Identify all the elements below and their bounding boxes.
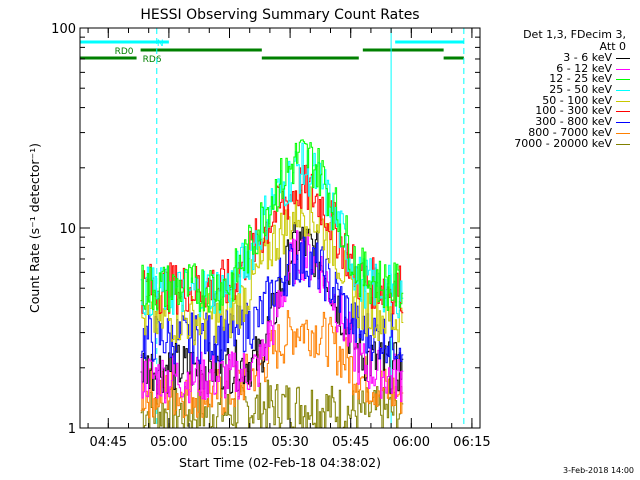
legend-entry: 6 - 12 keV <box>474 61 634 75</box>
x-tick-label: 06:00 <box>393 435 430 450</box>
legend-label: 50 - 100 keV <box>542 93 612 107</box>
legend-swatch <box>616 111 630 113</box>
series-line-800-7000-kev <box>140 310 404 419</box>
y-tick-label: 100 <box>51 22 76 37</box>
chart-title: HESSI Observing Summary Count Rates <box>140 7 419 23</box>
x-tick-label: 06:15 <box>453 435 490 450</box>
legend-label: 12 - 25 keV <box>549 72 612 86</box>
y-axis-label: Count Rate (s⁻¹ detector⁻¹) <box>27 143 42 313</box>
legend-label: 800 - 7000 keV <box>528 125 612 139</box>
legend-swatch <box>616 68 630 70</box>
flag-bars: N RD0 RD6 <box>80 39 464 65</box>
legend-label: 25 - 50 keV <box>549 83 612 97</box>
legend-entry: 300 - 800 keV <box>474 115 634 129</box>
legend-swatch <box>616 58 630 59</box>
series-line-100-300-kev <box>140 164 404 315</box>
x-axis: 04:45 05:00 05:15 05:30 05:45 06:00 06:15 <box>87 28 491 450</box>
legend-entry: 12 - 25 keV <box>474 72 634 86</box>
series-group <box>140 139 404 429</box>
x-tick-label: 05:30 <box>271 435 308 450</box>
legend-swatch <box>616 122 630 124</box>
legend-label: 6 - 12 keV <box>556 61 612 75</box>
x-tick-label: 05:45 <box>332 435 369 450</box>
legend-swatch <box>616 79 630 81</box>
legend-entry: 25 - 50 keV <box>474 83 634 97</box>
legend-label: 3 - 6 keV <box>563 51 612 64</box>
legend-entry: 50 - 100 keV <box>474 93 634 107</box>
legend-entry: 100 - 300 keV <box>474 104 634 118</box>
legend-entry: 3 - 6 keV <box>474 51 634 64</box>
x-tick-label: 05:00 <box>150 435 187 450</box>
flag-label: N <box>157 39 164 49</box>
legend-swatch <box>616 90 630 92</box>
legend-header-line1: Det 1,3, FDecim 3, <box>523 28 626 41</box>
series-line-12-25-kev <box>140 139 404 313</box>
x-tick-label: 04:45 <box>90 435 127 450</box>
series-line-300-800-kev <box>140 236 404 365</box>
series-line-3-6-kev <box>140 222 404 395</box>
generation-timestamp: 3-Feb-2018 14:00 <box>563 466 634 475</box>
plot-frame <box>79 27 481 429</box>
x-axis-label: Start Time (02-Feb-18 04:38:02) <box>179 455 381 470</box>
legend-label: 300 - 800 keV <box>535 115 612 129</box>
legend-swatch <box>616 143 630 145</box>
x-tick-label: 05:15 <box>211 435 248 450</box>
legend-label: 100 - 300 keV <box>535 104 612 118</box>
series-line-25-50-kev <box>140 142 404 319</box>
legend-header-line2: Att 0 <box>599 40 626 53</box>
legend-swatch <box>616 100 630 102</box>
flag-label: RD6 <box>143 55 162 65</box>
series-line-6-12-kev <box>140 230 404 404</box>
flag-label: RD0 <box>115 47 134 57</box>
series-line-50-100-kev <box>140 186 404 346</box>
y-tick-label: 1 <box>68 422 76 437</box>
legend-entry: 800 - 7000 keV <box>474 125 634 139</box>
attenuator-lines <box>79 28 465 428</box>
legend: Det 1,3, FDecim 3, Att 0 3 - 6 keV 6 - 12… <box>474 29 634 149</box>
y-tick-label: 10 <box>59 222 76 237</box>
legend-entry: 7000 - 20000 keV <box>474 136 634 150</box>
legend-label: 7000 - 20000 keV <box>514 136 612 150</box>
legend-swatch <box>616 132 630 134</box>
